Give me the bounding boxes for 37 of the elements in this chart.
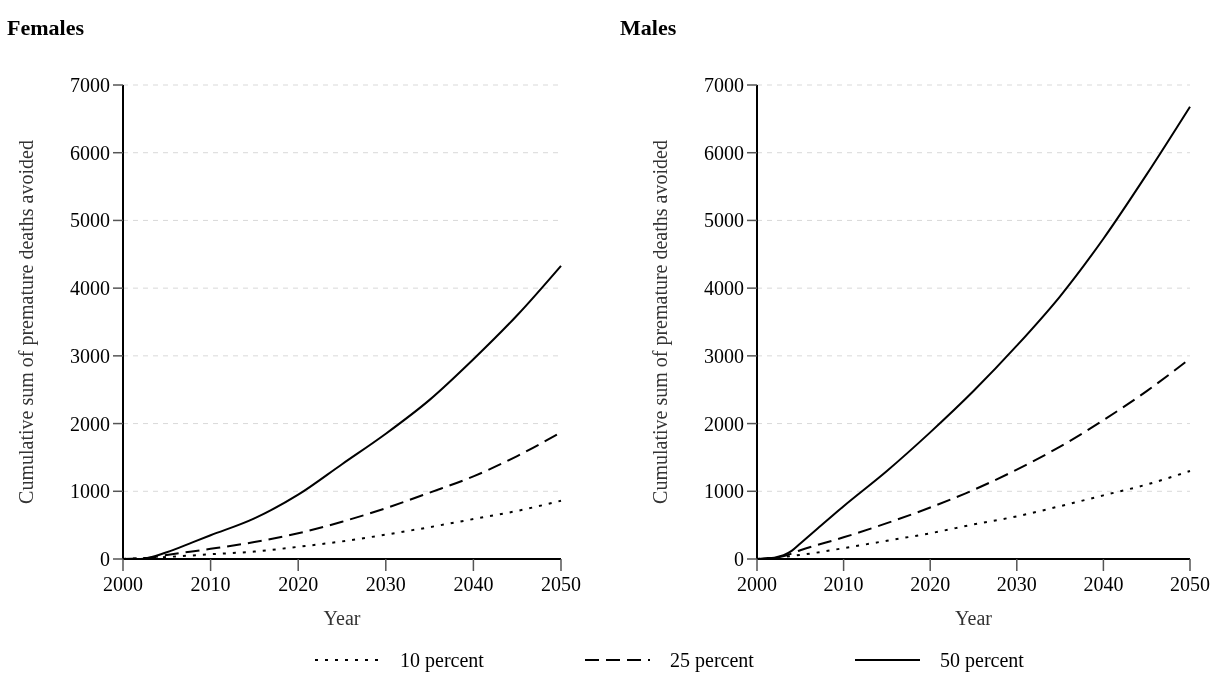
y-tick-label: 7000 xyxy=(704,74,744,96)
y-tick-label: 3000 xyxy=(70,344,110,367)
y-axis-title: Cumulative sum of premature deaths avoided xyxy=(649,140,672,504)
y-tick-label: 2000 xyxy=(704,412,744,435)
y-tick-label: 0 xyxy=(100,548,110,570)
x-axis-title: Year xyxy=(323,607,361,629)
x-tick-label: 2020 xyxy=(278,573,319,595)
x-axis-title: Year xyxy=(955,607,993,629)
y-tick-label: 4000 xyxy=(70,277,110,300)
x-tick-label: 2030 xyxy=(996,573,1037,595)
y-tick-label: 1000 xyxy=(70,480,110,503)
chart-title: Females xyxy=(7,15,85,40)
x-tick-label: 2050 xyxy=(1170,573,1210,595)
chart-title: Males xyxy=(620,15,677,40)
x-tick-label: 2000 xyxy=(103,573,143,595)
y-tick-label: 7000 xyxy=(70,74,110,96)
y-tick-label: 0 xyxy=(734,548,744,570)
y-tick-label: 4000 xyxy=(704,277,744,300)
y-tick-label: 5000 xyxy=(70,209,110,232)
y-tick-label: 2000 xyxy=(70,412,110,435)
x-tick-label: 2010 xyxy=(823,573,864,595)
y-tick-label: 1000 xyxy=(704,480,744,503)
x-tick-label: 2030 xyxy=(365,573,406,595)
x-tick-label: 2020 xyxy=(910,573,951,595)
legend-label: 50 percent xyxy=(940,649,1025,672)
x-tick-label: 2000 xyxy=(737,573,777,595)
legend-label: 10 percent xyxy=(400,649,485,672)
y-tick-label: 6000 xyxy=(704,141,744,164)
legend-label: 25 percent xyxy=(670,649,755,672)
x-tick-label: 2010 xyxy=(190,573,231,595)
y-tick-label: 3000 xyxy=(704,344,744,367)
y-tick-label: 6000 xyxy=(70,141,110,164)
x-tick-label: 2040 xyxy=(1083,573,1124,595)
x-tick-label: 2050 xyxy=(541,573,581,595)
x-tick-label: 2040 xyxy=(453,573,494,595)
y-axis-title: Cumulative sum of premature deaths avoided xyxy=(15,140,38,504)
y-tick-label: 5000 xyxy=(704,209,744,232)
